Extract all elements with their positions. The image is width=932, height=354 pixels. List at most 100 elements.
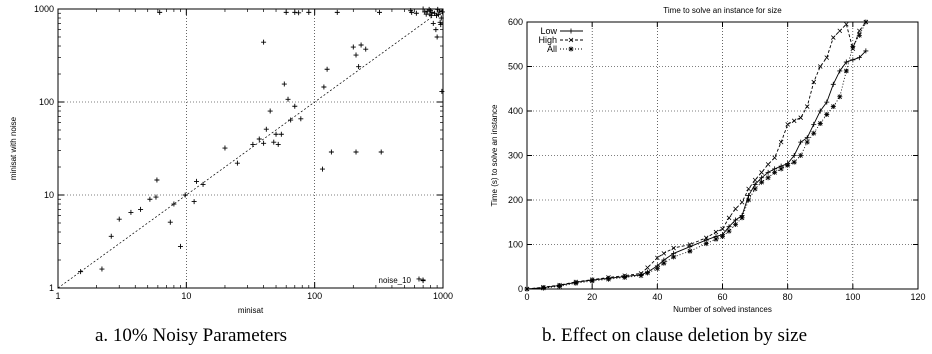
data-point — [288, 117, 294, 123]
data-point — [256, 136, 262, 142]
data-point-all — [524, 286, 530, 292]
x-tick-label: 1 — [55, 291, 60, 301]
data-point — [438, 22, 444, 28]
plot-frame — [57, 8, 444, 289]
data-point — [263, 126, 269, 132]
y-tick-label: 500 — [508, 62, 523, 72]
data-point-low — [850, 57, 856, 63]
y-tick-label: 1 — [49, 283, 54, 293]
data-point-low — [791, 153, 797, 158]
data-point-high — [739, 199, 745, 205]
y-tick-label: 100 — [39, 97, 54, 107]
data-point-low — [830, 81, 836, 87]
data-point-low — [746, 193, 752, 199]
data-point — [439, 88, 445, 94]
data-point-all — [746, 197, 752, 203]
data-point-low — [837, 68, 843, 74]
series-line-high — [526, 21, 867, 290]
data-point-high — [857, 28, 862, 34]
data-point-all — [573, 280, 579, 286]
data-point-all — [850, 43, 856, 49]
data-point-all — [605, 276, 611, 282]
legend-label-low: Low — [540, 26, 557, 36]
data-point — [193, 178, 199, 184]
data-point — [275, 141, 281, 147]
data-point-all — [863, 19, 869, 25]
y-axis-label: minisat with noise — [9, 116, 18, 180]
legend-marker-all — [568, 46, 574, 52]
data-point — [116, 216, 122, 222]
data-point-low — [804, 135, 810, 141]
scatter-chart-a: 11 10 10 100 100 1000 1000 minisat minisat with … — [9, 4, 453, 315]
data-point — [438, 15, 444, 21]
data-point-high — [811, 79, 817, 85]
data-point-high — [671, 245, 676, 251]
data-point — [353, 52, 359, 58]
data-point-high — [752, 177, 758, 183]
y-axis-label: Time (s) to solve an instance — [490, 104, 499, 207]
data-point-all — [778, 166, 784, 172]
y-tick-label: 600 — [508, 17, 523, 27]
data-point-high — [661, 251, 667, 256]
data-point-all — [811, 130, 817, 136]
data-point-high — [703, 235, 709, 241]
data-point-all — [540, 285, 546, 291]
data-point-low — [765, 169, 771, 175]
line-chart-b: Time to solve an instance for size 0 20 40 6… — [490, 6, 926, 314]
y-tick-label: 1000 — [34, 4, 54, 14]
data-point — [261, 140, 267, 146]
data-point-all — [837, 94, 843, 100]
x-tick-label: 10 — [181, 291, 191, 301]
data-point-low — [733, 217, 739, 223]
legend-label: noise_10 — [379, 276, 412, 285]
data-point-all — [759, 179, 765, 185]
legend-marker-high — [568, 37, 574, 43]
data-point-high — [778, 139, 784, 145]
data-point-all — [654, 266, 660, 272]
data-point-all — [824, 112, 830, 118]
y-tick-label: 10 — [44, 190, 54, 200]
y-tick-label: 0 — [518, 284, 523, 294]
y-tick-label: 200 — [508, 195, 523, 205]
data-point-high — [798, 115, 803, 120]
data-point-high — [746, 186, 751, 192]
data-point-high — [824, 55, 830, 60]
data-point — [376, 9, 382, 15]
data-point — [171, 201, 177, 207]
data-point-low — [824, 99, 830, 105]
data-point-all — [638, 273, 644, 279]
data-point — [153, 194, 159, 200]
data-point-all — [752, 186, 758, 192]
data-point-low — [817, 108, 823, 114]
data-point-high — [831, 35, 836, 40]
data-point-all — [687, 248, 693, 254]
x-axis-label: minisat — [238, 306, 264, 315]
data-point — [138, 206, 144, 212]
x-tick-label: 100 — [307, 291, 322, 301]
data-point — [319, 166, 325, 172]
data-point — [353, 149, 359, 155]
data-point — [154, 177, 160, 183]
legend-label-high: High — [538, 35, 557, 45]
data-point — [408, 8, 414, 14]
data-point — [428, 13, 434, 19]
x-axis-label: Number of solved instances — [673, 305, 772, 314]
data-point-all — [726, 228, 732, 234]
data-point-high — [726, 215, 732, 221]
x-tick-label: 100 — [845, 292, 860, 302]
data-point — [439, 9, 445, 15]
data-point — [292, 103, 298, 109]
x-tick-label: 20 — [587, 292, 597, 302]
data-point-low — [726, 224, 732, 230]
data-point-high — [765, 162, 771, 167]
chart-title: Time to solve an instance for size — [663, 6, 782, 15]
data-point-high — [837, 28, 843, 34]
data-point-low — [856, 55, 862, 61]
data-point — [128, 209, 134, 215]
data-point — [147, 196, 153, 202]
data-point — [78, 269, 84, 275]
data-point — [99, 266, 105, 272]
data-point — [378, 149, 384, 155]
data-point — [108, 233, 114, 239]
